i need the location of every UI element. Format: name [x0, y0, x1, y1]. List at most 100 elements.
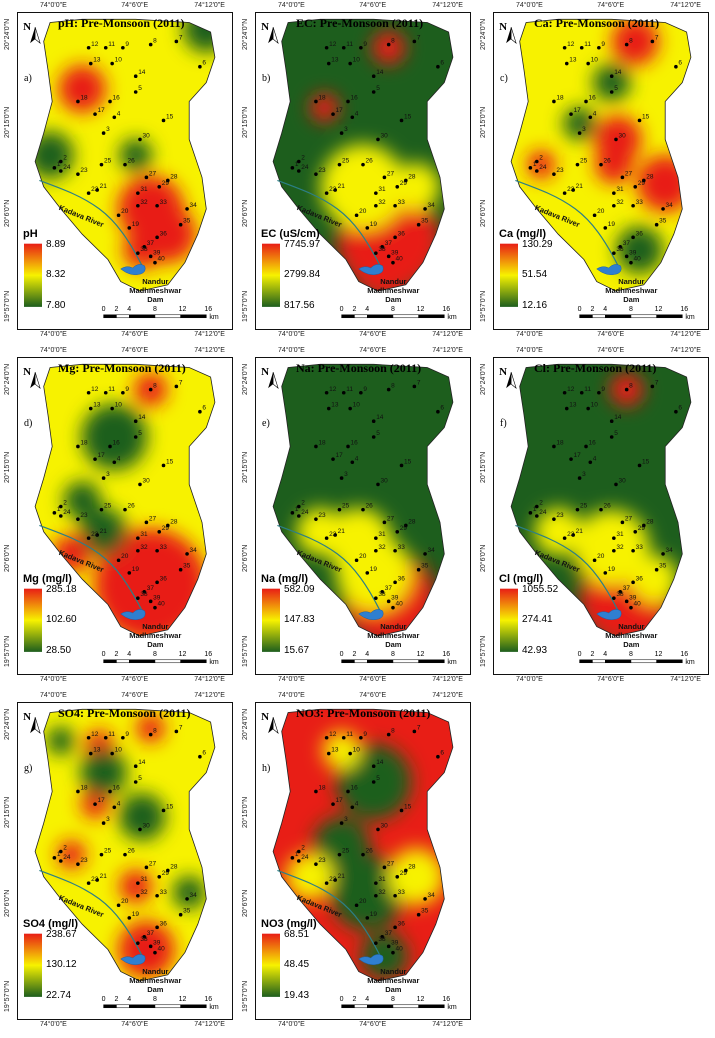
sampling-station-dot: [314, 444, 318, 449]
sampling-station-dot: [178, 912, 183, 917]
sampling-station-dot: [393, 893, 397, 898]
sampling-station-label: 30: [142, 822, 150, 829]
latitude-label: 20°15'0"N: [4, 797, 11, 829]
sampling-station-label: 28: [170, 173, 178, 180]
sampling-station-dot: [361, 507, 365, 512]
scale-tick-label: 0: [577, 305, 582, 313]
north-label: N: [23, 711, 32, 724]
sampling-station-dot: [99, 507, 104, 512]
sampling-station-dot: [331, 802, 335, 806]
sampling-station-label: 4: [355, 800, 359, 807]
sampling-station-dot: [391, 260, 395, 265]
sampling-station-label: 34: [190, 202, 198, 209]
sampling-station-label: 22: [567, 531, 575, 538]
sampling-station-dot: [374, 203, 378, 208]
map-frame: 1 2 3 4 5 6 7 8 9 10 11 12 13 14 15 16 17 18 19 20 21 22 23 24 2…: [17, 702, 233, 1020]
sampling-station-label: 8: [391, 38, 395, 45]
sampling-station-dot: [650, 384, 655, 389]
sampling-station-dot: [108, 99, 112, 104]
sampling-station-label: 29: [638, 180, 646, 187]
concentration-zone: [136, 714, 165, 743]
interpolation-map: 1234567891011121314151617181920212223242…: [24, 708, 216, 1009]
legend-color-ramp: [262, 588, 280, 652]
sampling-station-dot: [341, 45, 346, 50]
latitude-label: 19°57'0"N: [242, 980, 249, 1012]
sampling-station-dot: [423, 207, 427, 211]
scale-tick-label: 16: [442, 995, 451, 1003]
sampling-station-label: 29: [638, 525, 646, 532]
concentration-zone: [118, 793, 166, 841]
scale-tick-label: 8: [152, 650, 157, 658]
dam-reservoir: [120, 609, 146, 621]
sampling-station-dot: [376, 482, 380, 487]
sampling-station-dot: [112, 115, 117, 120]
sampling-station-dot: [361, 852, 365, 857]
sampling-station-label: 2: [301, 845, 305, 852]
latitude-label: 20°6'0"N: [4, 544, 11, 572]
scale-tick-label: 8: [152, 995, 157, 1003]
sampling-station-dot: [314, 99, 318, 104]
sampling-station-label: 39: [153, 249, 161, 256]
sampling-station-label: 13: [93, 402, 101, 409]
dam-label: Nandur Madhmeshwar Dam: [605, 622, 657, 649]
sampling-station-label: 18: [80, 784, 88, 791]
sampling-station-label: 5: [376, 775, 380, 782]
scale-tick-label: 0: [577, 650, 582, 658]
sampling-station-dot: [95, 188, 99, 192]
map-frame: 1 2 3 4 5 6 7 8 9 10 11 12 13 14 15 16 17 18 19 20 21 22 23 24 2…: [255, 357, 471, 675]
sampling-station-label: 29: [162, 180, 170, 187]
sampling-station-dot: [337, 507, 342, 512]
sampling-station-label: 5: [138, 430, 142, 437]
legend-value-max: 582.09: [284, 583, 315, 595]
scale-bar-segment: [579, 314, 593, 319]
concentration-zone: [313, 816, 370, 874]
sampling-station-label: 11: [584, 41, 591, 48]
legend-value-min: 19.43: [284, 989, 310, 1001]
sampling-station-dot: [412, 729, 417, 734]
sampling-station-label: 28: [408, 863, 416, 870]
sampling-station-dot: [562, 536, 567, 540]
concentration-zone: [595, 145, 633, 184]
sampling-station-dot: [178, 567, 183, 572]
scale-bar-segment: [605, 314, 632, 319]
sampling-station-dot: [569, 457, 573, 461]
sampling-station-dot: [112, 805, 117, 810]
sampling-station-label: 33: [160, 889, 168, 896]
sampling-station-dot: [326, 406, 331, 411]
longitude-label-top: 74°0'0"E: [39, 692, 67, 699]
sampling-station-dot: [624, 254, 629, 259]
sampling-station-label: 2: [63, 155, 67, 162]
sampling-station-label: 40: [157, 946, 165, 953]
latitude-label: 20°6'0"N: [480, 544, 487, 572]
sampling-station-dot: [93, 112, 97, 116]
sampling-station-label: 17: [98, 452, 106, 459]
latitude-label: 19°57'0"N: [242, 290, 249, 322]
sampling-station-label: 26: [366, 158, 374, 165]
sampling-station-label: 37: [147, 585, 155, 592]
legend-value-mid: 102.60: [46, 614, 77, 626]
sampling-station-label: 40: [157, 601, 165, 608]
sampling-station-label: 29: [400, 525, 408, 532]
sampling-station-label: 33: [636, 544, 644, 551]
scale-tick-label: 2: [114, 995, 119, 1003]
sampling-station-label: 1: [533, 506, 537, 513]
sampling-station-label: 15: [404, 458, 412, 465]
concentration-zone: [81, 403, 148, 471]
legend-value-max: 68.51: [284, 928, 310, 940]
sampling-station-label: 35: [183, 218, 191, 225]
sampling-station-dot: [297, 859, 301, 863]
sampling-station-dot: [103, 735, 108, 740]
sampling-station-dot: [103, 45, 108, 50]
sampling-station-label: 1: [295, 851, 299, 858]
sampling-station-dot: [354, 213, 359, 218]
sampling-station-dot: [412, 39, 417, 44]
sampling-station-dot: [198, 409, 202, 414]
sampling-station-dot: [404, 178, 408, 183]
sampling-station-label: 33: [636, 199, 644, 206]
sampling-station-label: 32: [378, 544, 386, 551]
sampling-station-label: 13: [331, 402, 339, 409]
sampling-station-dot: [88, 751, 93, 756]
longitude-label-bottom: 74°12'0"E: [670, 676, 701, 683]
sampling-station-dot: [535, 504, 539, 509]
sampling-station-dot: [564, 61, 569, 66]
